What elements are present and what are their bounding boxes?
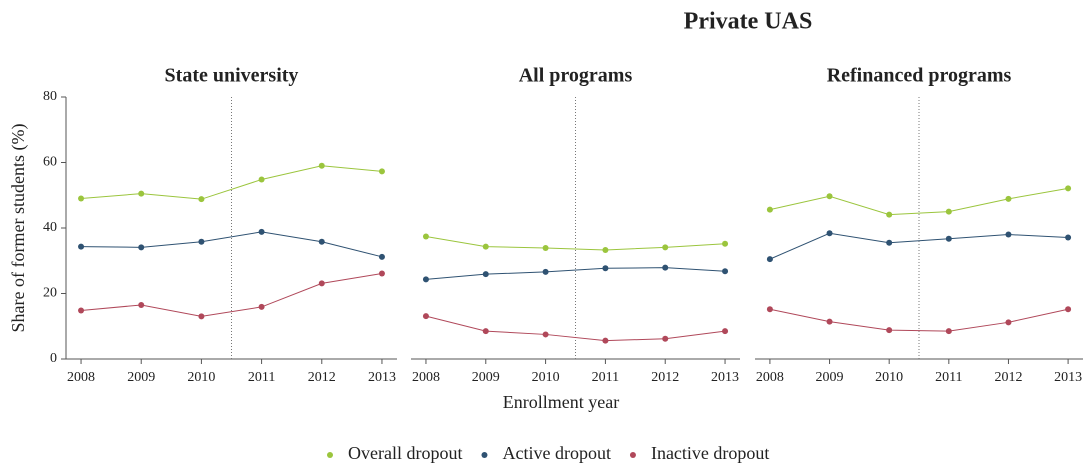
series-line [80,273,383,317]
series-line [81,165,383,200]
x-tick-label: 2011 [592,370,619,385]
data-point [422,276,429,283]
data-point [198,238,205,245]
series-line [425,315,726,342]
y-tick-label: 40 [43,220,57,235]
data-point [722,240,729,247]
series-line [769,308,1069,332]
data-point [826,230,833,237]
data-point [138,301,145,308]
x-tick-label: 2010 [532,370,560,385]
x-tick-label: 2009 [127,370,155,385]
data-point [722,328,729,335]
x-tick-label: 2009 [472,370,500,385]
data-point [378,168,385,175]
data-point [422,313,429,320]
data-point [198,196,205,203]
x-axis-label: Enrollment year [503,392,619,412]
x-tick-label: 2010 [875,370,903,385]
data-point [602,246,609,253]
data-point [482,243,489,250]
data-point [1005,319,1012,326]
x-tick-label: 2008 [67,370,95,385]
data-point [1065,306,1072,313]
legend-label: Inactive dropout [651,443,769,463]
data-point [258,176,265,183]
data-point [542,244,549,251]
data-point [198,313,205,320]
series-line [425,267,726,280]
data-point [766,306,773,313]
legend-label: Active dropout [502,443,610,463]
data-point [1005,231,1012,238]
data-point [766,206,773,213]
y-tick-label: 60 [43,155,57,170]
data-point [258,228,265,235]
x-tick-label: 2008 [756,370,784,385]
series-line [425,236,726,251]
x-tick-label: 2012 [308,370,336,385]
data-point [138,190,145,197]
data-point [766,256,773,263]
data-point [78,243,85,250]
y-tick-label: 0 [50,351,57,366]
data-point [826,193,833,200]
legend-marker [481,452,488,458]
data-point [138,244,145,251]
x-tick-label: 2013 [1054,370,1082,385]
data-point [422,233,429,240]
data-point [1065,185,1072,192]
series-line [769,232,1069,260]
data-point [662,335,669,342]
x-tick-label: 2010 [187,370,215,385]
data-point [542,268,549,275]
x-tick-label: 2011 [248,370,275,385]
data-point [886,327,893,334]
x-tick-label: 2012 [994,370,1022,385]
data-point [258,303,265,310]
x-tick-label: 2013 [368,370,396,385]
data-point [662,244,669,251]
y-tick-label: 20 [43,286,57,301]
x-tick-label: 2013 [711,370,739,385]
data-point [78,195,85,202]
data-point [945,235,952,242]
data-point [826,318,833,325]
x-tick-label: 2008 [412,370,440,385]
series-line [769,187,1069,216]
legend-label: Overall dropout [348,443,462,463]
data-point [378,270,385,277]
legend-marker [629,452,636,458]
data-point [78,307,85,314]
panel-title: State university [165,65,299,87]
data-point [945,328,952,335]
panel-title: Refinanced programs [827,65,1012,87]
series-line [81,231,383,258]
panel-title: All programs [519,65,633,87]
data-point [318,238,325,245]
data-point [1005,195,1012,202]
data-point [378,253,385,260]
data-point [945,208,952,215]
data-point [482,271,489,278]
data-point [886,211,893,218]
data-point [482,328,489,335]
data-point [542,331,549,338]
x-tick-label: 2012 [651,370,679,385]
data-point [662,264,669,271]
data-point [1065,234,1072,241]
x-tick-label: 2011 [935,370,962,385]
data-point [886,239,893,246]
y-tick-label: 80 [43,89,57,104]
chart-title: Private UAS [684,9,813,35]
data-point [602,337,609,344]
data-point [318,280,325,287]
data-point [318,162,325,169]
x-tick-label: 2009 [816,370,844,385]
data-point [602,265,609,272]
data-point [722,268,729,275]
y-axis-label: Share of former students (%) [8,124,29,333]
legend-marker [327,452,333,458]
